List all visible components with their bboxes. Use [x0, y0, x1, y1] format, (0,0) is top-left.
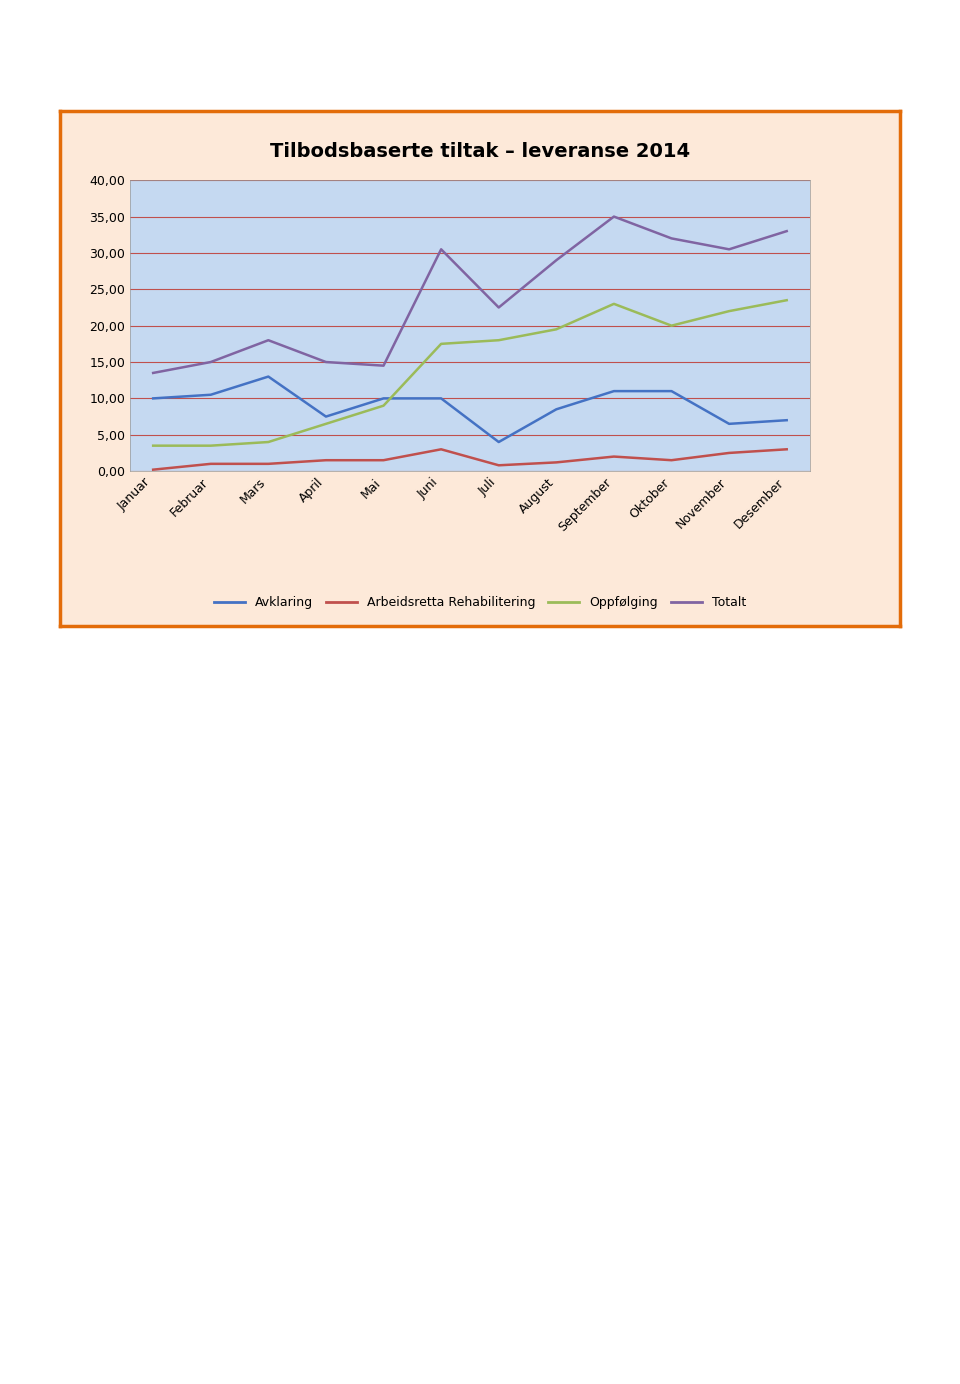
- Legend: Avklaring, Arbeidsretta Rehabilitering, Oppfølging, Totalt: Avklaring, Arbeidsretta Rehabilitering, …: [209, 591, 751, 614]
- Text: Tilbodsbaserte tiltak – leveranse 2014: Tilbodsbaserte tiltak – leveranse 2014: [270, 141, 690, 161]
